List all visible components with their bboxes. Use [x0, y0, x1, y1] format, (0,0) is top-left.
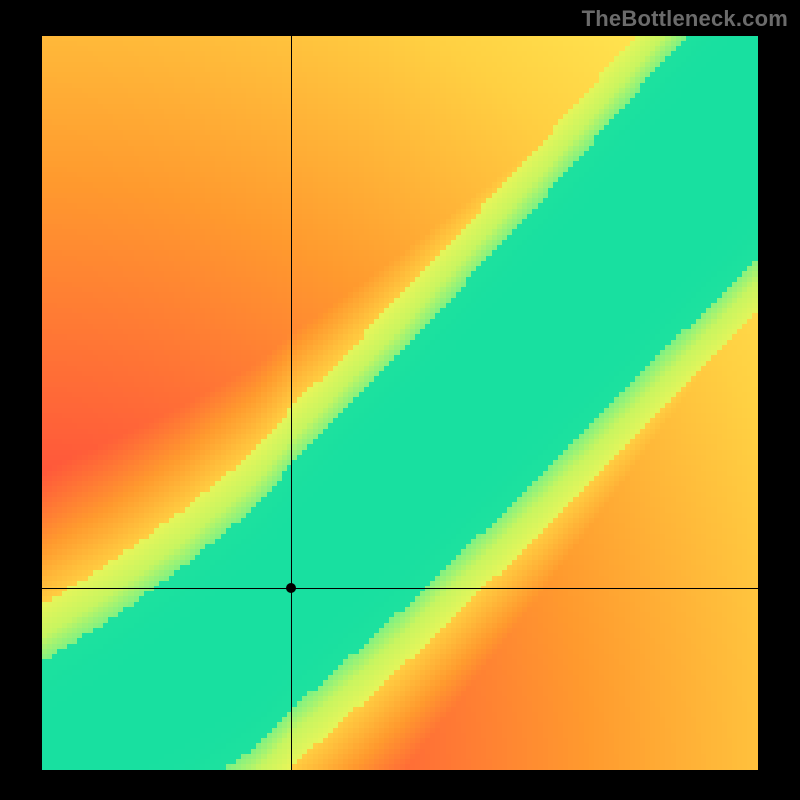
crosshair-marker	[286, 583, 296, 593]
crosshair-horizontal	[42, 588, 758, 589]
watermark-text: TheBottleneck.com	[582, 6, 788, 32]
chart-container: TheBottleneck.com	[0, 0, 800, 800]
heatmap-canvas	[42, 36, 758, 770]
crosshair-vertical	[291, 36, 292, 770]
